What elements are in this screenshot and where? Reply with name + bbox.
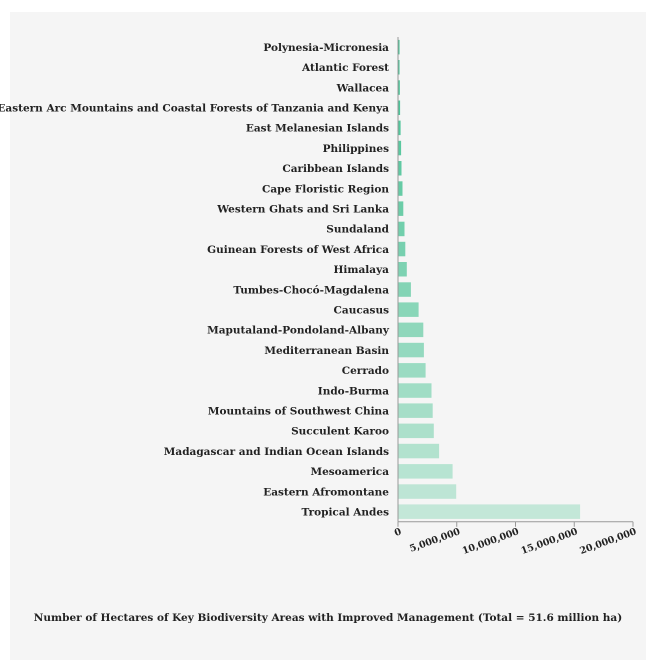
bar-5 [398, 120, 401, 136]
category-label: Cape Floristic Region [262, 183, 389, 195]
category-label: Polynesia-Micronesia [263, 42, 389, 54]
category-label: Tumbes-Chocó-Magdalena [233, 284, 389, 296]
category-label: Atlantic Forest [301, 62, 389, 74]
category-label: Maputaland-Pondoland-Albany [207, 325, 390, 337]
category-label: Tropical Andes [302, 507, 390, 519]
x-tick-label: 10,000,000 [461, 526, 521, 557]
category-label: Himalaya [333, 264, 389, 276]
category-label: Indo-Burma [318, 385, 389, 397]
bar-20 [398, 423, 434, 439]
bar-22 [398, 464, 453, 479]
category-label: East Melanesian Islands [246, 123, 389, 135]
bar-11 [398, 241, 406, 257]
category-label: Caribbean Islands [282, 163, 389, 175]
bar-10 [398, 221, 405, 237]
bar-18 [398, 383, 432, 398]
category-label: Sundaland [326, 224, 389, 236]
bar-14 [398, 302, 419, 317]
bar-1 [398, 39, 400, 55]
category-label: Mediterranean Basin [264, 345, 389, 357]
x-tick-label: 0 [393, 526, 403, 539]
bar-23 [398, 484, 457, 499]
category-labels-group: Polynesia-Micronesia Atlantic Forest Walla… [0, 42, 390, 519]
category-label: Succulent Karoo [291, 426, 389, 438]
category-label: Wallacea [336, 82, 390, 94]
bar-6 [398, 140, 402, 156]
category-label: Eastern Afromontane [263, 486, 389, 498]
category-label: Madagascar and Indian Ocean Islands [164, 446, 389, 458]
category-label: Philippines [323, 143, 389, 155]
bar-7 [398, 161, 402, 176]
bars-group [398, 39, 581, 519]
bar-13 [398, 282, 411, 297]
bar-12 [398, 262, 407, 277]
category-label: Guinean Forests of West Africa [207, 244, 389, 256]
bar-16 [398, 342, 424, 358]
category-label: Mountains of Southwest China [208, 406, 389, 418]
bar-9 [398, 201, 404, 216]
x-tick-label: 5,000,000 [408, 526, 462, 555]
category-label: Eastern Arc Mountains and Coastal Forest… [0, 103, 389, 115]
category-label: Western Ghats and Sri Lanka [216, 204, 389, 216]
bar-3 [398, 80, 400, 95]
bar-19 [398, 403, 433, 418]
category-label: Cerrado [342, 365, 389, 377]
bar-24 [398, 504, 581, 519]
bar-8 [398, 181, 403, 196]
x-tick-label: 20,000,000 [578, 526, 638, 557]
bar-2 [398, 60, 400, 75]
category-label: Mesoamerica [310, 466, 389, 478]
bar-21 [398, 443, 440, 459]
category-label: Caucasus [334, 305, 390, 317]
x-axis-title: Number of Hectares of Key Biodiversity A… [33, 612, 623, 624]
bar-4 [398, 100, 401, 115]
x-tick-label: 15,000,000 [520, 526, 580, 557]
bar-17 [398, 363, 426, 378]
chart-panel [10, 12, 646, 660]
x-ticks-group: 0 5,000,000 10,000,000 15,000,000 20,000,000 [393, 521, 638, 557]
bar-15 [398, 322, 424, 338]
